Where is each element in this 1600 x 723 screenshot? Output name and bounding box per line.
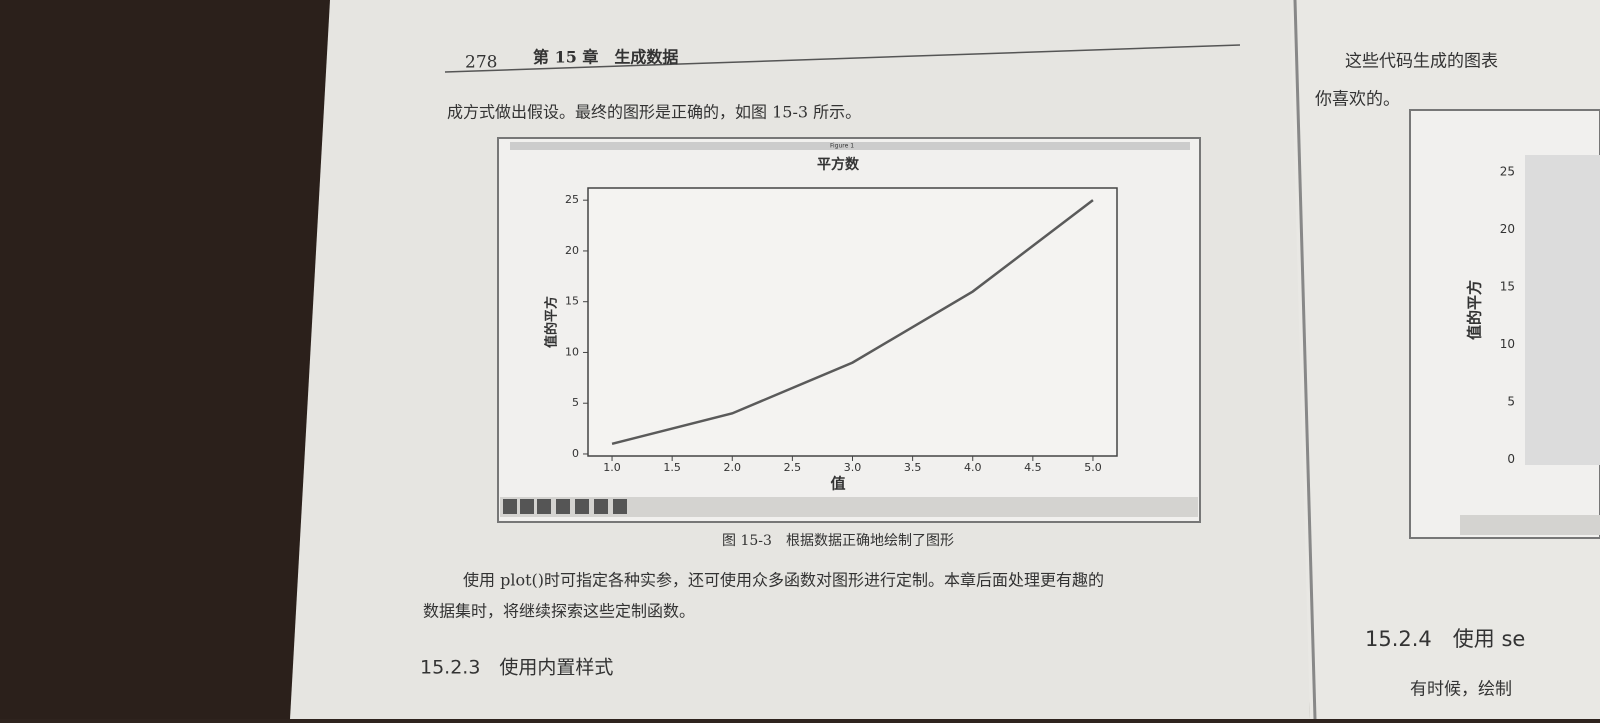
x-tick-label: 5.0 bbox=[1084, 461, 1102, 474]
right-tick-label: 15 bbox=[1500, 280, 1515, 294]
home-button[interactable] bbox=[503, 499, 517, 514]
plot-area bbox=[587, 187, 1118, 457]
right-tick-label: 10 bbox=[1500, 337, 1515, 351]
toolbar bbox=[500, 497, 1198, 517]
x-tick-label: 1.0 bbox=[603, 461, 621, 474]
paragraph-line: 使用 plot()时可指定各种实参，还可使用众多函数对图形进行定制。本章后面处理… bbox=[463, 571, 1104, 590]
right-line: 有时候，绘制 bbox=[1410, 680, 1512, 700]
y-tick-label: 0 bbox=[572, 447, 579, 460]
table-surface bbox=[0, 0, 330, 719]
save-button[interactable] bbox=[613, 499, 627, 514]
right-tick-label: 20 bbox=[1500, 222, 1515, 236]
right-ticks: 25 20 15 10 5 0 bbox=[1500, 165, 1515, 467]
x-tick-label: 2.5 bbox=[784, 461, 802, 474]
forward-button[interactable] bbox=[537, 499, 551, 514]
right-ylabel: 值的平方 bbox=[1466, 280, 1484, 340]
y-tick-label: 5 bbox=[572, 396, 579, 409]
window-title: Figure 1 bbox=[830, 143, 854, 150]
header-rule bbox=[444, 44, 1241, 73]
right-tick-label: 0 bbox=[1507, 452, 1515, 466]
x-tick-label: 4.0 bbox=[964, 461, 982, 474]
line bbox=[611, 199, 1094, 446]
zoom-button[interactable] bbox=[575, 499, 589, 514]
right-plot-area bbox=[1525, 155, 1600, 465]
x-tick-label: 1.5 bbox=[663, 461, 681, 474]
configure-button[interactable] bbox=[594, 499, 608, 514]
right-toolbar bbox=[1460, 515, 1600, 535]
x-tick-label: 4.5 bbox=[1024, 461, 1042, 474]
section-heading: 15.2.3 使用内置样式 bbox=[420, 657, 613, 679]
spine bbox=[1293, 0, 1317, 720]
paragraph-line: 数据集时，将继续探索这些定制函数。 bbox=[423, 602, 695, 621]
right-tick-label: 25 bbox=[1500, 165, 1515, 179]
y-tick-label: 10 bbox=[565, 345, 579, 358]
x-tick-label: 3.5 bbox=[904, 461, 922, 474]
right-line: 这些代码生成的图表 bbox=[1345, 52, 1498, 72]
intro: 成方式做出假设。最终的图形是正确的，如图 15-3 所示。 bbox=[447, 103, 861, 122]
title-bar bbox=[510, 142, 1190, 150]
pan-button[interactable] bbox=[556, 499, 570, 514]
back-button[interactable] bbox=[520, 499, 534, 514]
y-tick-label: 15 bbox=[565, 295, 579, 308]
right-section-heading: 15.2.4 使用 se bbox=[1365, 627, 1525, 651]
right-line: 你喜欢的。 bbox=[1315, 90, 1400, 110]
x-tick-label: 3.0 bbox=[844, 461, 862, 474]
toolbar-buttons bbox=[503, 499, 627, 514]
y-tick-label: 25 bbox=[565, 193, 579, 206]
y-axis-label: 值的平方 bbox=[544, 296, 560, 348]
caption: 图 15-3 根据数据正确地绘制了图形 bbox=[722, 533, 954, 549]
chart-title: 平方数 bbox=[817, 156, 860, 173]
chapter: 第 15 章 生成数据 bbox=[533, 48, 678, 67]
y-tick-label: 20 bbox=[565, 244, 579, 257]
right-tick-label: 5 bbox=[1507, 395, 1515, 409]
page-number: 278 bbox=[465, 53, 497, 73]
x-tick-label: 2.0 bbox=[724, 461, 742, 474]
x-axis-label: 值 bbox=[830, 475, 845, 493]
